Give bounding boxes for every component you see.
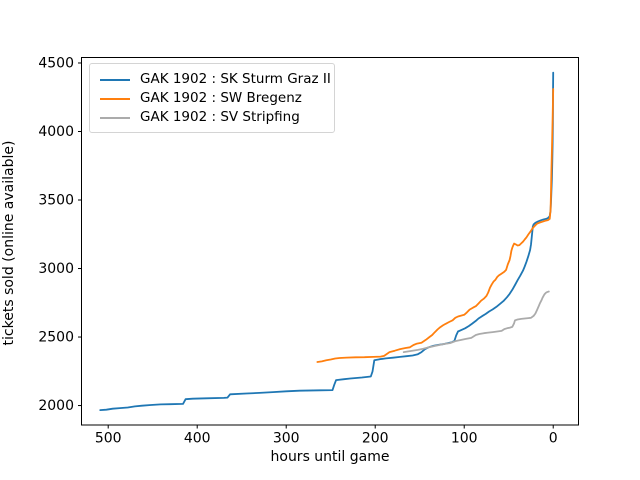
legend-item-sturm-graz: GAK 1902 : SK Sturm Graz II [100, 70, 331, 89]
legend-line-swatch-gray [100, 116, 130, 119]
y-tick-label: 4000 [38, 124, 74, 140]
y-tick-label: 4500 [38, 55, 74, 71]
legend-item-bregenz: GAK 1902 : SW Bregenz [100, 89, 326, 108]
y-tick-label: 3500 [38, 193, 74, 209]
y-tick-label: 2500 [38, 330, 74, 346]
legend-label: GAK 1902 : SW Bregenz [140, 90, 302, 106]
series-lines [99, 71, 555, 412]
y-tick-label: 2000 [38, 398, 74, 414]
legend-item-stripfing: GAK 1902 : SV Stripfing [100, 108, 326, 127]
y-tick-label: 3000 [38, 261, 74, 277]
legend: GAK 1902 : SK Sturm Graz II GAK 1902 : S… [89, 63, 335, 133]
legend-label: GAK 1902 : SV Stripfing [140, 109, 300, 125]
legend-label: GAK 1902 : SK Sturm Graz II [140, 71, 331, 87]
tick-labels: 500 400 300 200 100 0 2000 2500 3000 3500 4000 4500 [38, 55, 557, 446]
axis-ticks [78, 62, 554, 429]
legend-line-swatch-orange [100, 97, 130, 100]
x-tick-label: 300 [273, 431, 300, 447]
series-line-1 [316, 88, 555, 363]
axes-spines [81, 57, 579, 426]
x-tick-label: 200 [362, 431, 389, 447]
x-tick-label: 0 [549, 431, 558, 447]
x-tick-label: 400 [184, 431, 211, 447]
series-line-2 [402, 290, 550, 354]
legend-line-swatch-blue [100, 78, 130, 81]
x-tick-label: 500 [95, 431, 122, 447]
y-axis-label: tickets sold (online available) [1, 140, 17, 346]
x-axis-label: hours until game [270, 449, 390, 465]
x-tick-label: 100 [451, 431, 478, 447]
